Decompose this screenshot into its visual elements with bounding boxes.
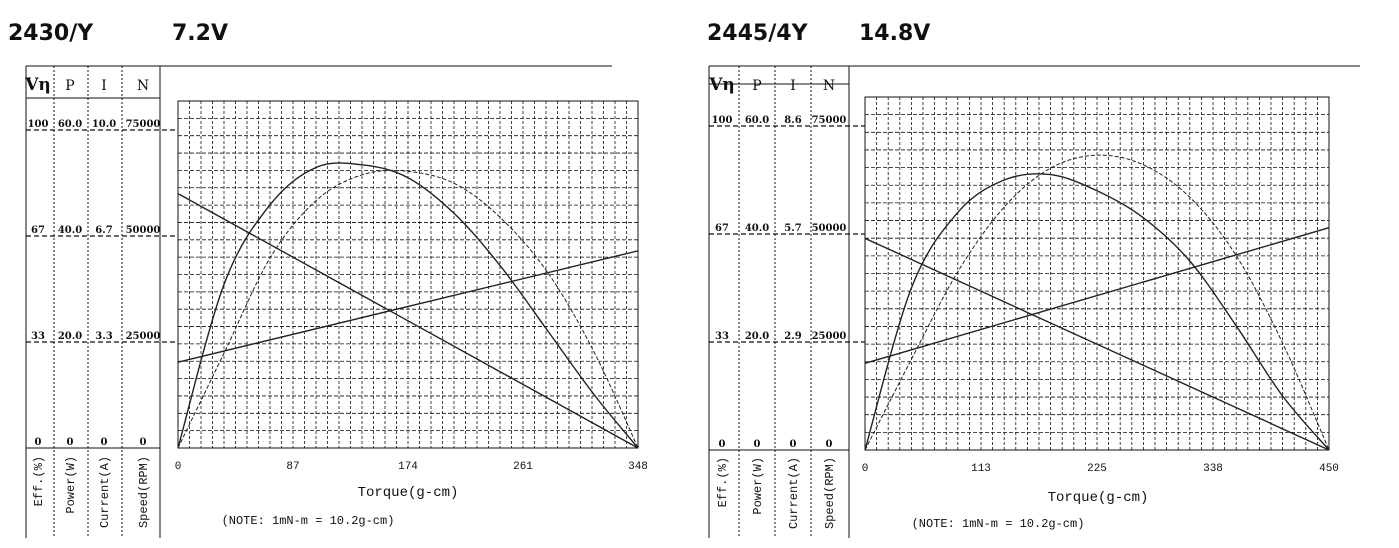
column-header: N (823, 78, 835, 94)
current-scale-label: 10.0 (92, 119, 116, 130)
power-scale-label: 0 (754, 439, 761, 450)
x-tick-label: 174 (398, 461, 418, 473)
axis-name-label: Speed(RPM) (137, 456, 151, 528)
speed-scale-label: 0 (826, 439, 833, 450)
eff-scale-label: 33 (715, 331, 729, 342)
column-header: P (65, 78, 74, 94)
x-tick-label: 261 (513, 461, 533, 473)
current-scale-label: 0 (790, 439, 797, 450)
power-scale-label: 20.0 (745, 331, 769, 342)
column-header: I (790, 78, 796, 94)
current-scale-label: 6.7 (95, 225, 112, 236)
eff-scale-label: 67 (715, 223, 729, 234)
x-axis-title: Torque(g-cm) (1048, 490, 1149, 506)
conversion-note: (NOTE: 1mN-m = 10.2g-cm) (912, 517, 1085, 531)
current-scale-label: 2.9 (784, 331, 801, 342)
x-tick-label: 0 (862, 463, 869, 475)
axis-name-label: Eff.(%) (716, 457, 730, 507)
eff-scale-label: 100 (712, 115, 733, 126)
power-scale-label: 60.0 (58, 119, 82, 130)
column-header: Vη (24, 75, 51, 95)
current-scale-label: 3.3 (95, 331, 112, 342)
x-tick-label: 0 (175, 461, 182, 473)
axis-name-label: Current(A) (787, 457, 801, 529)
power-curve (864, 173, 1330, 451)
x-tick-label: 338 (1203, 463, 1223, 475)
speed-curve (864, 237, 1330, 451)
current-curve (864, 227, 1330, 365)
speed-scale-label: 75000 (812, 115, 847, 126)
x-axis-title: Torque(g-cm) (358, 485, 459, 501)
current-scale-label: 0 (101, 437, 108, 448)
efficiency-curve (177, 169, 639, 449)
voltage-title: 14.8V (859, 21, 930, 46)
speed-scale-label: 0 (140, 437, 147, 448)
x-tick-label: 113 (971, 463, 991, 475)
power-scale-label: 40.0 (58, 225, 82, 236)
axis-name-label: Speed(RPM) (823, 457, 837, 529)
axis-name-label: Current(A) (98, 456, 112, 528)
speed-scale-label: 25000 (126, 331, 161, 342)
x-tick-label: 87 (286, 461, 299, 473)
power-curve (177, 162, 639, 449)
conversion-note: (NOTE: 1mN-m = 10.2g-cm) (222, 514, 395, 528)
current-curve (177, 250, 639, 363)
eff-scale-label: 100 (28, 119, 49, 130)
axis-name-label: Power(W) (64, 456, 78, 514)
x-tick-label: 348 (628, 461, 648, 473)
x-tick-label: 450 (1319, 463, 1339, 475)
eff-scale-label: 67 (31, 225, 45, 236)
power-scale-label: 60.0 (745, 115, 769, 126)
chart-1: 2430/Y 7.2V Vη P I N 0 33 67 100 0 20.0 40.0 60.0 0 3.3… (8, 21, 648, 538)
eff-scale-label: 0 (35, 437, 42, 448)
power-scale-label: 40.0 (745, 223, 769, 234)
speed-scale-label: 75000 (126, 119, 161, 130)
chart-2: 2445/4Y 14.8V Vη P I N 0 33 67 100 0 20.0 40.0 60.0 0 2… (707, 21, 1360, 538)
column-header: N (137, 78, 149, 94)
power-scale-label: 0 (67, 437, 74, 448)
voltage-title: 7.2V (172, 21, 228, 46)
speed-curve (177, 192, 639, 449)
eff-scale-label: 33 (31, 331, 45, 342)
x-tick-label: 225 (1087, 463, 1107, 475)
column-header: I (101, 78, 107, 94)
speed-scale-label: 50000 (126, 225, 161, 236)
model-title: 2430/Y (8, 21, 94, 46)
speed-scale-label: 50000 (812, 223, 847, 234)
speed-scale-label: 25000 (812, 331, 847, 342)
axis-name-label: Eff.(%) (32, 456, 46, 506)
efficiency-curve (864, 154, 1330, 451)
current-scale-label: 8.6 (784, 115, 801, 126)
current-scale-label: 5.7 (784, 223, 801, 234)
eff-scale-label: 0 (719, 439, 726, 450)
axis-name-label: Power(W) (751, 457, 765, 515)
model-title: 2445/4Y (707, 21, 809, 46)
power-scale-label: 20.0 (58, 331, 82, 342)
column-header: P (752, 78, 761, 94)
column-header: Vη (708, 75, 735, 95)
